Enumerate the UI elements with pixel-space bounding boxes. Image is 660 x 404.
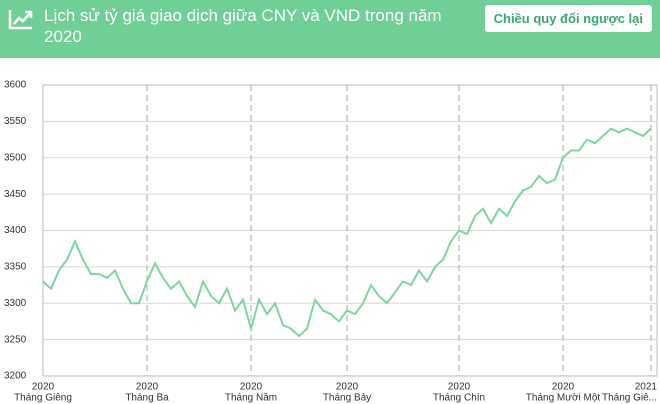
swap-button[interactable]: Chiều quy đổi ngược lại: [484, 5, 652, 32]
line: [42, 127, 652, 338]
x-tick-month: Tháng Giêng: [14, 393, 72, 404]
x-tick-year: 2020: [32, 382, 55, 393]
x-tick-year: 2021: [635, 382, 658, 393]
title: Lịch sử tỷ giá giao dịch giữa CNY và VND…: [44, 6, 442, 46]
y-tick-label: 3350: [4, 262, 27, 273]
x-tick-month: Tháng Giê...: [602, 393, 657, 404]
x-tick-month: Tháng Năm: [225, 393, 277, 404]
header: Lịch sử tỷ giá giao dịch giữa CNY và VND…: [0, 0, 660, 58]
y-tick-label: 3400: [4, 225, 27, 236]
plot-border: [42, 84, 658, 377]
x-tick-month: Tháng Bảy: [323, 393, 371, 404]
y-tick-label: 3300: [4, 298, 27, 309]
x-tick-year: 2020: [240, 382, 263, 393]
x-tick-year: 2020: [448, 382, 471, 393]
chart-icon: [8, 10, 33, 30]
x-tick-year: 2020: [336, 382, 359, 393]
y-tick-label: 3250: [4, 334, 27, 345]
y-tick-label: 3600: [4, 80, 27, 91]
y-tick-label: 3550: [4, 116, 27, 127]
x-tick-year: 2020: [136, 382, 159, 393]
y-tick-label: 3500: [4, 152, 27, 163]
x-tick-month: Tháng Mười Một: [526, 393, 601, 404]
x-tick-month: Tháng Chín: [433, 393, 485, 404]
x-tick-year: 2020: [552, 382, 575, 393]
x-tick-month: Tháng Ba: [125, 393, 169, 404]
y-tick-label: 3200: [4, 371, 27, 382]
y-tick-label: 3450: [4, 189, 27, 200]
